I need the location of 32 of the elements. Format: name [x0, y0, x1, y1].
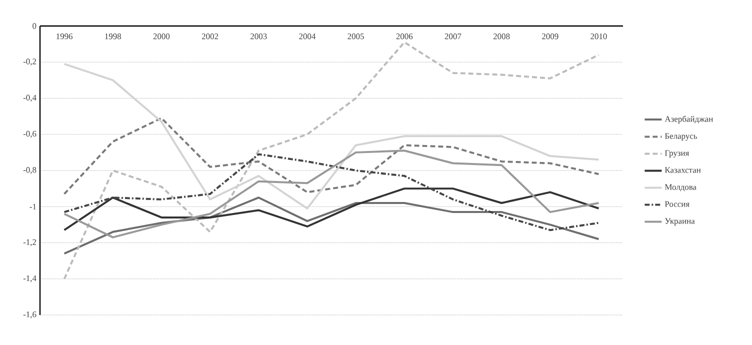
y-tick-label: -1,4 — [23, 275, 36, 282]
legend-label: Россия — [664, 201, 690, 207]
x-tick-label: 2000 — [153, 34, 170, 40]
x-tick-label: 2002 — [202, 34, 218, 40]
legend-label: Казахстан — [664, 167, 701, 173]
line-series — [63, 188, 600, 232]
line-series — [63, 117, 600, 195]
y-tick-label: -0,2 — [23, 58, 36, 66]
x-tick-label: 2004 — [299, 34, 316, 40]
x-tick-label: 1996 — [56, 34, 73, 40]
x-tick-label: 2003 — [250, 34, 267, 40]
y-tick-label: -0,4 — [23, 94, 36, 102]
x-tick-label: 1998 — [105, 34, 122, 40]
x-tick-label: 2010 — [590, 34, 607, 40]
legend-label: Азербайджан — [664, 116, 713, 124]
legend-label: Беларусь — [664, 133, 698, 141]
legend-label: Молдова — [664, 184, 696, 192]
y-tick-label: -1,2 — [23, 239, 36, 246]
x-tick-label: 2007 — [444, 34, 462, 40]
x-tick-label: 2005 — [348, 34, 364, 40]
legend-label: Украина — [664, 218, 695, 226]
x-tick-label: 2006 — [396, 34, 413, 40]
x-tick-label: 2009 — [542, 34, 558, 40]
legend-label: Грузия — [664, 150, 690, 158]
y-tick-label: -0,8 — [23, 167, 36, 174]
line-series — [63, 196, 600, 255]
y-tick-label: -0,6 — [23, 130, 36, 138]
y-tick-label: -1,6 — [23, 312, 36, 318]
line-series — [63, 41, 600, 280]
y-tick-label: 0 — [32, 23, 36, 29]
x-tick-label: 2008 — [493, 34, 510, 40]
y-tick-label: -1 — [30, 204, 36, 210]
